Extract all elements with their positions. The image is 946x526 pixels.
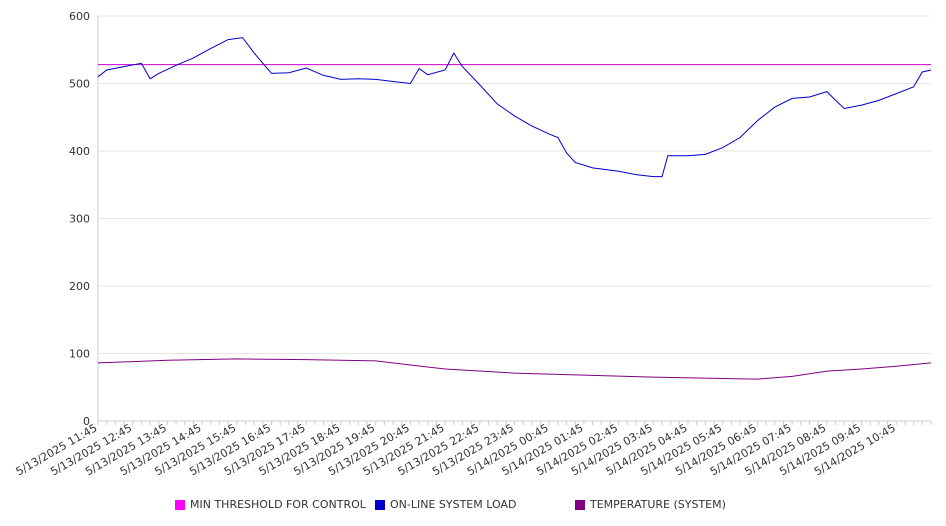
series-line-2	[97, 37, 932, 178]
grid-lines	[98, 15, 931, 354]
y-tick-label: 500	[69, 78, 90, 91]
series-line-3	[97, 358, 932, 380]
y-axis: 0 100 200 300 400 500 600	[69, 10, 99, 428]
y-tick-label: 0	[83, 415, 90, 428]
legend-item-system-load[interactable]: ON-LINE SYSTEM LOAD	[375, 498, 516, 511]
legend-label-system-load: ON-LINE SYSTEM LOAD	[390, 498, 517, 511]
legend-swatch-system-load	[375, 499, 385, 510]
y-tick-label: 100	[69, 348, 90, 361]
legend-swatch-temperature	[575, 499, 585, 510]
y-tick-label: 200	[69, 280, 90, 293]
y-tick-label: 400	[69, 145, 90, 158]
y-tick-label: 600	[69, 10, 90, 23]
series-lines	[97, 37, 932, 380]
y-tick-label: 300	[69, 213, 90, 226]
x-axis: 5/13/2025 11:455/13/2025 12:455/13/2025 …	[14, 420, 932, 478]
legend-item-temperature[interactable]: TEMPERATURE (SYSTEM)	[575, 498, 726, 511]
legend-label-temperature: TEMPERATURE (SYSTEM)	[590, 498, 726, 511]
legend-swatch-threshold	[175, 499, 185, 510]
legend-label-threshold: MIN THRESHOLD FOR CONTROL	[190, 498, 366, 511]
legend: MIN THRESHOLD FOR CONTROL ON-LINE SYSTEM…	[0, 498, 946, 516]
legend-item-threshold[interactable]: MIN THRESHOLD FOR CONTROL	[175, 498, 366, 511]
